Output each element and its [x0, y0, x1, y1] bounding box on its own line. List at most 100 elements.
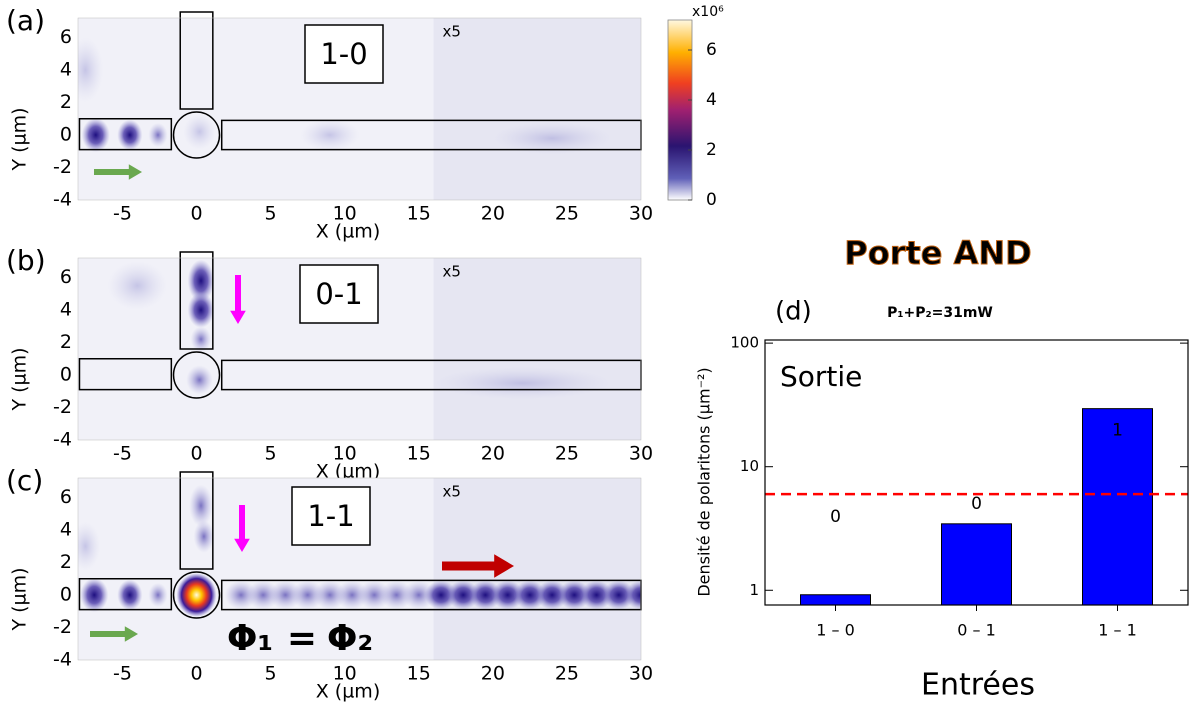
y-tick-label: 1 — [749, 581, 759, 599]
x-axis-label: Entrées — [921, 668, 1035, 703]
annotation-box — [304, 24, 384, 84]
bar — [1082, 408, 1153, 606]
scale-note: x5 — [442, 23, 460, 41]
y-tick-label: 0 — [60, 124, 72, 146]
colorbar-tick-label: 6 — [706, 40, 717, 60]
intensity-blob — [176, 573, 217, 617]
x-tick-label: 20 — [481, 203, 505, 225]
intensity-blob — [81, 117, 110, 153]
scale-note: x5 — [442, 263, 460, 281]
arrow-head — [230, 310, 246, 324]
waveguide-top — [179, 11, 214, 110]
y-tick-label: -2 — [53, 156, 72, 178]
x-axis-label: X (µm) — [316, 461, 380, 483]
annotation-box — [299, 264, 379, 324]
colorbar-tick-label: 2 — [706, 140, 717, 160]
y-tick-label: -2 — [53, 396, 72, 418]
colorbar-label: x10⁶ — [692, 4, 724, 20]
annotation: Sortie — [780, 360, 862, 393]
annotation: 1-0 — [320, 37, 367, 71]
heatmap-bg-right — [433, 258, 641, 440]
y-axis-label: Y (µm) — [9, 347, 31, 411]
intensity-blob — [107, 261, 167, 310]
intensity-blob — [187, 259, 215, 302]
x-axis-label: X (µm) — [316, 681, 380, 703]
phase-equation: Φ₂ — [327, 618, 373, 659]
intensity-blob — [190, 326, 212, 353]
phase-equation: Φ₁ — [227, 618, 273, 659]
x-tick-label: 15 — [407, 203, 431, 225]
y-axis-label: Y (µm) — [9, 567, 31, 631]
panel-label: (a) — [6, 4, 45, 37]
intensity-blob — [492, 122, 612, 155]
intensity-blob — [300, 118, 360, 152]
x-tick-label: -5 — [113, 663, 132, 685]
y-axis-label: Densité de polaritons (µm⁻²) — [695, 367, 714, 596]
x-tick-label: 25 — [555, 443, 579, 465]
waveguide-left — [78, 358, 173, 391]
panel-label: (c) — [6, 464, 43, 497]
waveguide-top — [179, 471, 214, 570]
arrow-head — [494, 554, 514, 578]
y-tick-label: -4 — [53, 429, 72, 451]
waveguide-left — [78, 578, 173, 611]
chart-subtitle: P₁+P₂=31mW — [887, 305, 993, 321]
x-tick-label: 25 — [555, 203, 579, 225]
y-tick-label: -2 — [53, 616, 72, 638]
x-tick-label: 30 — [629, 203, 653, 225]
y-axis-label: Y (µm) — [9, 107, 31, 171]
colorbar-tick-label: 0 — [706, 190, 717, 210]
panel-label: (d) — [775, 297, 812, 327]
y-tick-label: 6 — [60, 26, 72, 48]
y-tick-label: 6 — [60, 266, 72, 288]
x-tick-label: 0 – 1 — [957, 621, 996, 640]
y-tick-label: 4 — [60, 519, 72, 541]
x-tick-label: 20 — [481, 663, 505, 685]
y-tick-label: 0 — [60, 584, 72, 606]
y-tick-label: 2 — [60, 551, 72, 573]
intensity-blob — [433, 366, 612, 400]
arrow-head — [128, 164, 142, 180]
bar — [941, 523, 1012, 606]
y-tick-label: -4 — [53, 189, 72, 211]
resonator — [172, 111, 221, 159]
waveguide-top — [179, 251, 214, 350]
plot-frame — [77, 257, 642, 441]
intensity-blob — [183, 113, 216, 150]
colorbar — [667, 19, 693, 201]
x-tick-label: 1 – 1 — [1098, 621, 1137, 640]
intensity-blob — [80, 577, 109, 613]
y-tick-label: -4 — [53, 649, 72, 671]
logic-output: 0 — [830, 507, 841, 527]
x-tick-label: 5 — [265, 443, 277, 465]
annotation-box — [291, 486, 371, 546]
x-tick-label: 30 — [629, 443, 653, 465]
y-tick-label: 6 — [60, 486, 72, 508]
x-tick-label: -5 — [113, 203, 132, 225]
x-tick-label: 0 — [190, 663, 202, 685]
intensity-blob — [78, 37, 104, 103]
y-tick-label: 4 — [60, 59, 72, 81]
x-tick-label: 1 – 0 — [816, 621, 855, 640]
resonator — [172, 571, 221, 619]
y-tick-label: 4 — [60, 299, 72, 321]
y-tick-label: 0 — [60, 364, 72, 386]
colorbar-tick-label: 4 — [706, 90, 717, 110]
x-tick-label: 0 — [190, 443, 202, 465]
annotation: 0-1 — [315, 277, 362, 311]
x-axis-label: X (µm) — [316, 221, 380, 243]
intensity-blob — [78, 521, 101, 571]
intensity-blob — [148, 582, 168, 608]
logic-output: 1 — [1112, 421, 1123, 441]
intensity-blob — [117, 119, 143, 151]
arrow-head — [234, 538, 250, 552]
intensity-blob — [117, 579, 143, 611]
intensity-blob — [187, 292, 215, 328]
logic-output: 0 — [971, 494, 982, 514]
intensity-blob — [193, 520, 215, 553]
x-tick-label: 5 — [265, 663, 277, 685]
x-tick-label: 10 — [333, 203, 357, 225]
x-tick-label: -5 — [113, 443, 132, 465]
arrow-head — [124, 626, 138, 642]
